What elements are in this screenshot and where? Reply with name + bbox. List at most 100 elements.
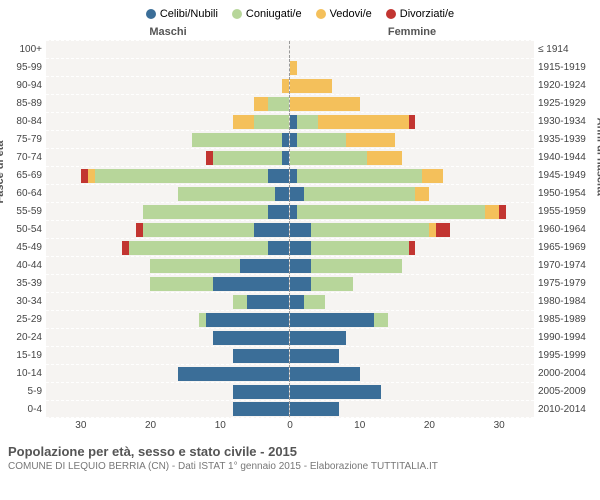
table-row: 40-441970-1974 xyxy=(4,256,596,274)
segment xyxy=(304,295,325,309)
bar-male xyxy=(46,239,290,256)
bar-female xyxy=(290,311,534,328)
birth-year-label: 1965-1969 xyxy=(534,242,596,253)
segment xyxy=(254,223,289,237)
segment xyxy=(290,349,339,363)
age-label: 25-29 xyxy=(4,314,46,325)
segment xyxy=(290,205,297,219)
bar-female xyxy=(290,77,534,94)
segment xyxy=(297,169,422,183)
bar-group xyxy=(46,112,534,130)
bar-female xyxy=(290,149,534,166)
table-row: 60-641950-1954 xyxy=(4,184,596,202)
age-label: 60-64 xyxy=(4,188,46,199)
bar-female xyxy=(290,203,534,220)
bar-male xyxy=(46,41,290,58)
bar-male xyxy=(46,131,290,148)
bar-female xyxy=(290,131,534,148)
table-row: 80-841930-1934 xyxy=(4,112,596,130)
segment xyxy=(199,313,206,327)
x-tick: 20 xyxy=(424,420,435,431)
bar-male xyxy=(46,167,290,184)
bar-group xyxy=(46,256,534,274)
table-row: 15-19 1995-1999 xyxy=(4,346,596,364)
segment xyxy=(409,241,416,255)
legend-swatch xyxy=(316,9,326,19)
legend-swatch xyxy=(386,9,396,19)
segment xyxy=(206,151,213,165)
segment xyxy=(178,367,289,381)
segment xyxy=(485,205,499,219)
table-row: 25-29 1985-1989 xyxy=(4,310,596,328)
birth-year-label: 2000-2004 xyxy=(534,368,596,379)
bar-male xyxy=(46,149,290,166)
segment xyxy=(290,241,311,255)
bar-group xyxy=(46,94,534,112)
legend-item: Divorziati/e xyxy=(386,8,454,20)
bar-group xyxy=(46,76,534,94)
birth-year-label: 1945-1949 xyxy=(534,170,596,181)
bar-female xyxy=(290,365,534,382)
bar-female xyxy=(290,59,534,76)
bar-female xyxy=(290,95,534,112)
age-label: 75-79 xyxy=(4,134,46,145)
segment xyxy=(290,385,381,399)
bar-male xyxy=(46,203,290,220)
bar-female xyxy=(290,41,534,58)
bar-female xyxy=(290,167,534,184)
birth-year-label: 1985-1989 xyxy=(534,314,596,325)
bar-female xyxy=(290,401,534,417)
bar-group xyxy=(46,220,534,238)
bar-female xyxy=(290,347,534,364)
birth-year-label: 1955-1959 xyxy=(534,206,596,217)
segment xyxy=(290,223,311,237)
segment xyxy=(409,115,416,129)
legend-label: Vedovi/e xyxy=(330,8,372,20)
segment xyxy=(254,115,289,129)
table-row: 20-241990-1994 xyxy=(4,328,596,346)
footer-subtitle: COMUNE DI LEQUIO BERRIA (CN) - Dati ISTA… xyxy=(8,461,596,472)
age-label: 10-14 xyxy=(4,368,46,379)
legend-label: Coniugati/e xyxy=(246,8,302,20)
bar-group xyxy=(46,148,534,166)
birth-year-label: 1940-1944 xyxy=(534,152,596,163)
birth-year-label: 1980-1984 xyxy=(534,296,596,307)
table-row: 70-741940-1944 xyxy=(4,148,596,166)
birth-year-label: 1995-1999 xyxy=(534,350,596,361)
segment xyxy=(206,313,289,327)
segment xyxy=(282,133,289,147)
age-label: 15-19 xyxy=(4,350,46,361)
segment xyxy=(374,313,388,327)
segment xyxy=(233,115,254,129)
header-females: Femmine xyxy=(290,26,534,38)
x-axis: 3020100102030 xyxy=(46,420,534,434)
segment xyxy=(233,385,289,399)
segment xyxy=(290,79,332,93)
segment xyxy=(290,133,297,147)
legend: Celibi/Nubili Coniugati/e Vedovi/e Divorzia… xyxy=(4,8,596,20)
legend-label: Divorziati/e xyxy=(400,8,454,20)
bar-female xyxy=(290,221,534,238)
segment xyxy=(129,241,268,255)
age-label: 95-99 xyxy=(4,62,46,73)
segment xyxy=(436,223,450,237)
bar-group xyxy=(46,328,534,346)
bar-male xyxy=(46,77,290,94)
bar-male xyxy=(46,221,290,238)
segment xyxy=(268,241,289,255)
segment xyxy=(311,259,402,273)
birth-year-label: 1930-1934 xyxy=(534,116,596,127)
segment xyxy=(290,331,346,345)
segment xyxy=(268,205,289,219)
segment xyxy=(311,277,353,291)
age-label: 20-24 xyxy=(4,332,46,343)
segment xyxy=(254,97,268,111)
birth-year-label: 1960-1964 xyxy=(534,224,596,235)
segment xyxy=(213,151,282,165)
rows-container: Fasce di età Anni di nascita 100+≤ 19149… xyxy=(4,40,596,418)
table-row: 85-891925-1929 xyxy=(4,94,596,112)
legend-label: Celibi/Nubili xyxy=(160,8,218,20)
segment xyxy=(290,277,311,291)
segment xyxy=(422,169,443,183)
bar-male xyxy=(46,401,290,417)
